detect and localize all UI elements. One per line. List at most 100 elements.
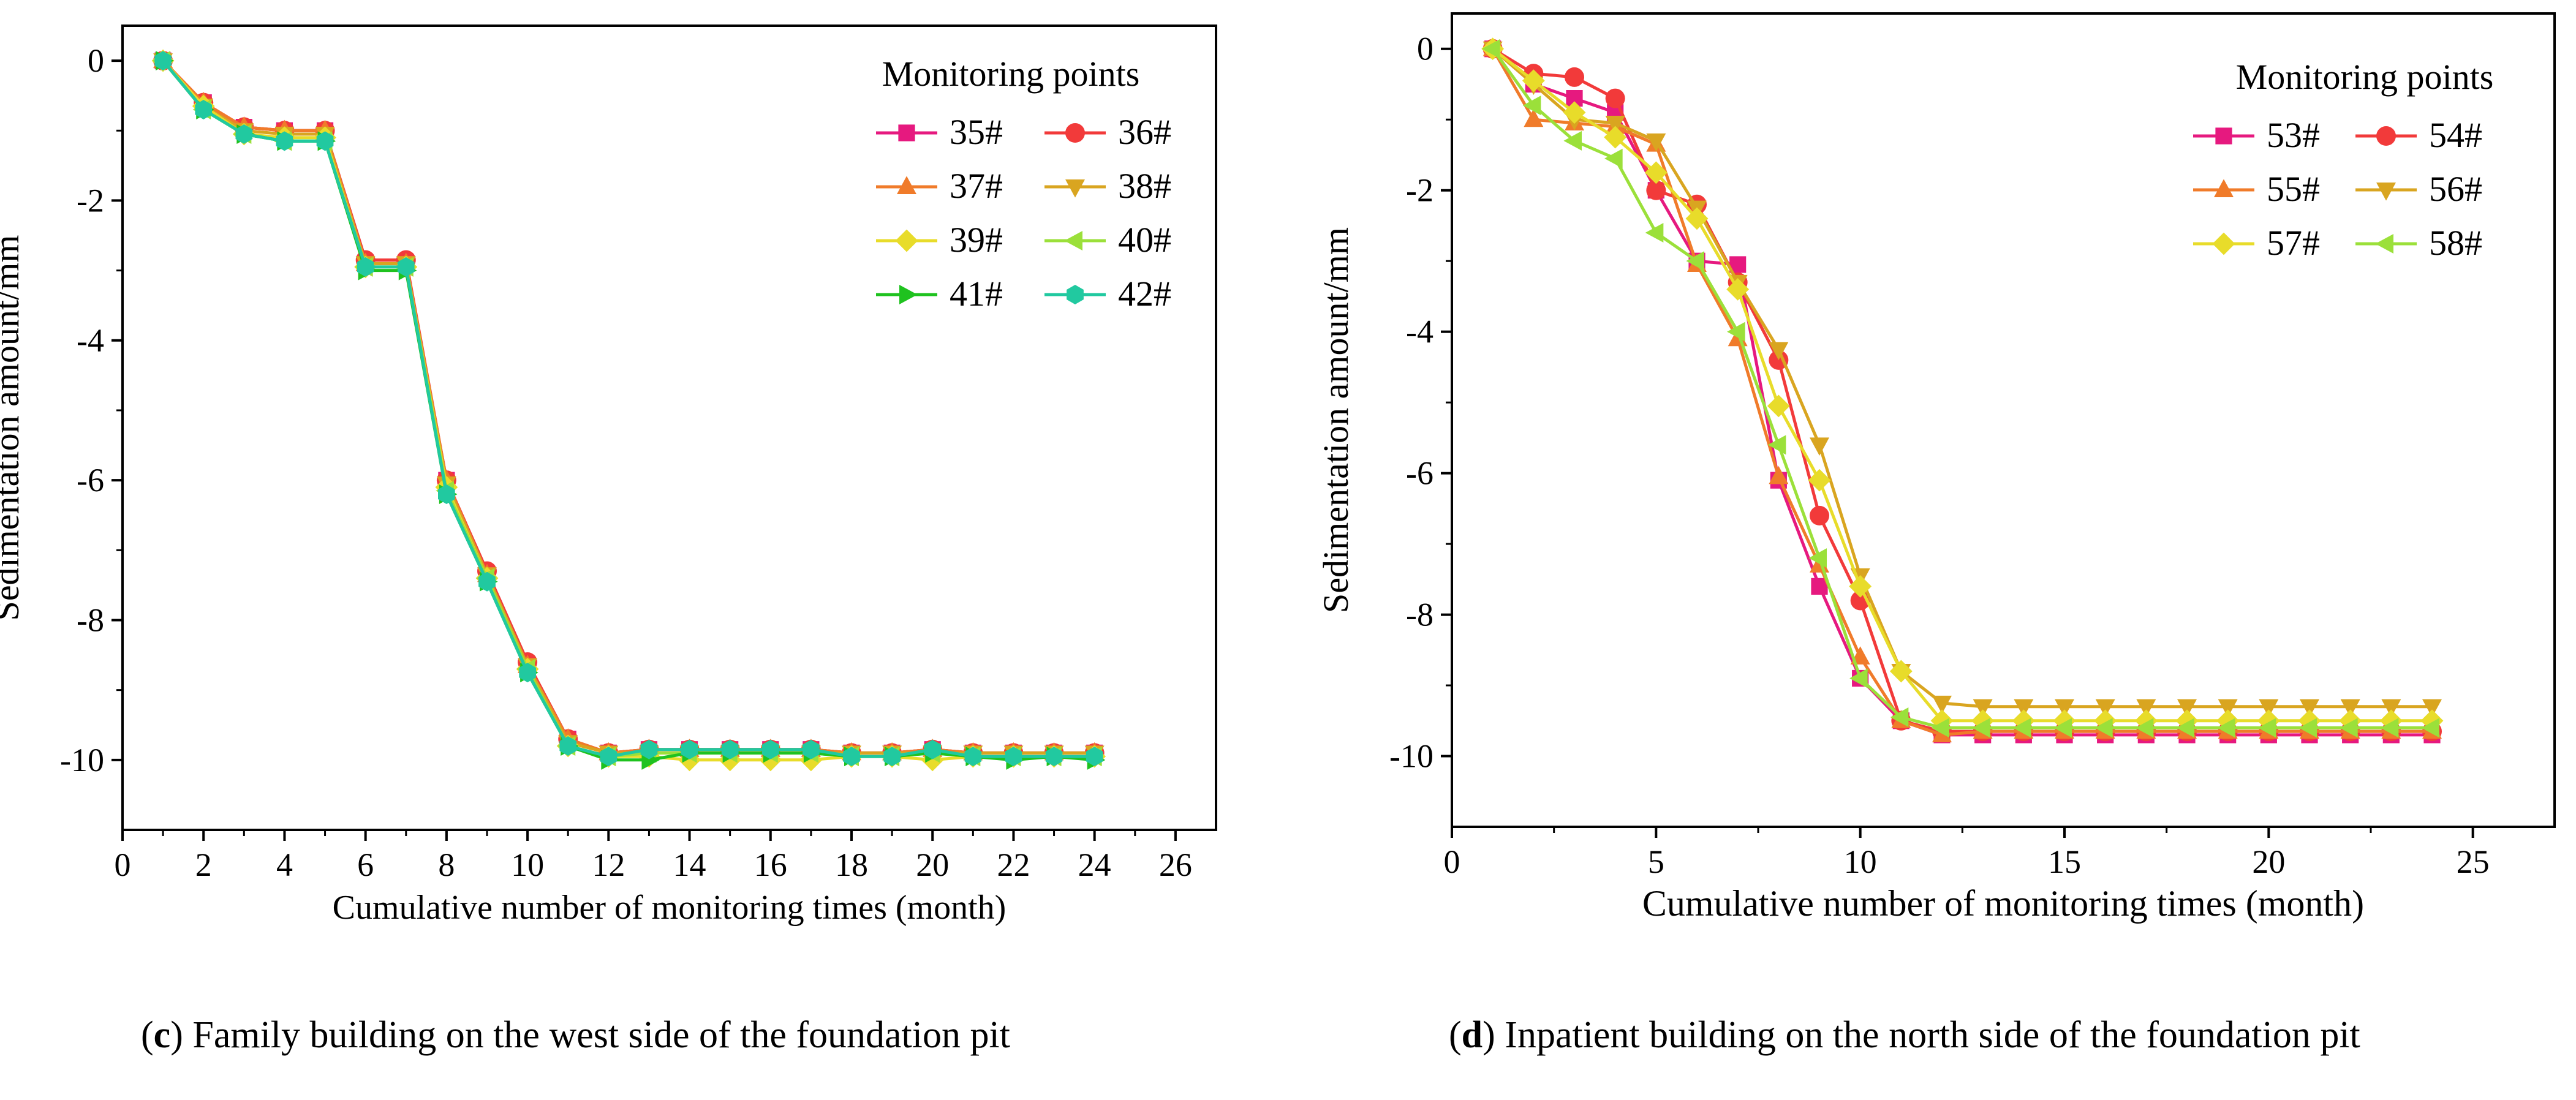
d-x-tick-label: 20 [2252,843,2285,880]
d-data-point [2257,709,2280,733]
c-data-point [924,739,942,759]
c-data-point [964,747,982,767]
d-data-point [1729,256,1747,273]
d-data-point [1971,709,1995,733]
chart-d: 0 5 10 15 20 25 0 -2 -4 -6 -8 -10 Cumulative number … [1316,12,2556,924]
d-x-tick-label: 5 [1648,843,1664,880]
c-legend-label: 37# [950,166,1003,206]
c-y-tick-label: -8 [77,601,104,638]
d-data-point [2298,718,2317,738]
c-legend-item: 36# [1044,112,1171,152]
c-legend-label: 38# [1118,166,1171,206]
d-legend-label: 57# [2267,223,2320,263]
c-data-point [843,747,860,767]
d-data-point [1604,126,1627,149]
c-legend-title: Monitoring points [882,54,1140,94]
c-legend-marker [1067,285,1084,304]
d-data-point [2381,699,2401,718]
d-data-point [2340,699,2360,718]
c-plot-frame [121,24,1217,831]
d-data-point [1604,148,1623,168]
c-legend-item: 40# [1044,220,1171,260]
caption-c-text: Family building on the west side of the … [192,1014,1010,1056]
c-legend-item: 41# [876,274,1003,314]
c-y-tick-label: -4 [77,322,104,359]
c-data-point [681,739,698,759]
d-data-point [2095,699,2115,718]
c-legend-marker [1064,231,1082,251]
c-data-point [721,739,739,759]
d-data-point [1563,101,1586,124]
c-x-tick-label: 0 [115,846,131,883]
d-data-point [1482,39,1500,59]
d-data-point [2135,718,2154,738]
d-data-point [2175,709,2199,733]
c-legend-item: 37# [876,166,1003,206]
c-data-point [761,739,779,759]
c-x-tick-label: 18 [835,846,868,883]
c-x-tick-label: 20 [916,846,949,883]
d-data-point [1605,115,1625,134]
c-legend-marker [897,176,916,194]
c-data-point [357,257,374,277]
d-data-point [2012,718,2031,738]
c-x-tick-label: 24 [1078,846,1111,883]
d-data-point [2053,718,2072,738]
c-x-tick-label: 26 [1159,846,1192,883]
c-data-point [559,736,577,756]
d-data-point [1849,668,1868,688]
d-legend-label: 58# [2429,223,2482,263]
c-x-axis-label: Cumulative number of monitoring times (m… [333,889,1007,927]
c-y-tick-label: -10 [60,742,104,778]
d-data-point [1686,251,1704,271]
c-data-point [678,748,701,772]
c-x-tick-label: 12 [592,846,625,883]
d-legend-marker [2214,179,2234,197]
c-series-37# [153,50,1105,761]
d-data-point [2380,718,2399,738]
d-data-point [1767,435,1786,455]
d-legend-item: 58# [2355,223,2482,263]
d-legend-marker [2215,127,2232,145]
d-data-point [1685,207,1709,230]
d-x-tick-label: 25 [2457,843,2490,880]
d-data-point [1890,707,1909,728]
d-data-point [1932,695,1952,714]
d-y-axis-label: Sedimentation amount/mm [1316,227,1356,613]
c-data-point [1005,747,1022,767]
c-y-tick-label: -2 [77,182,104,219]
c-series-41# [156,51,1106,770]
c-data-point [803,739,820,759]
c-x-tick-label: 6 [357,846,374,883]
d-legend-label: 53# [2267,115,2320,155]
c-data-point [438,484,455,504]
d-y-tick-label: -10 [1389,738,1433,775]
c-y-axis-label: Sedimentation amount/mm [0,235,26,621]
d-data-point [1565,67,1584,87]
c-x-tick-label: 2 [195,846,212,883]
d-y-tick-label: -8 [1406,597,1433,633]
d-data-point [1522,96,1541,116]
d-data-point [2218,699,2238,718]
c-series-38# [153,53,1105,764]
c-x-tick-label: 14 [673,846,706,883]
d-legend-label: 55# [2267,169,2320,209]
c-data-point [478,571,496,592]
c-data-point [600,747,618,767]
d-data-point [1973,699,1993,718]
d-data-point [1811,578,1828,595]
d-data-point [1810,437,1829,456]
c-legend-item: 38# [1044,166,1171,206]
d-data-point [1931,718,1949,738]
c-data-point [883,747,901,767]
d-data-point [2094,718,2113,738]
c-series-line [162,59,1095,755]
c-legend: Monitoring points 35# 36# 37# 38# 39# 40# 41# 42… [876,54,1171,314]
c-series-line [162,59,1095,758]
d-data-point [2421,718,2439,738]
c-y-tick-label: 0 [88,42,104,79]
d-data-point [2176,718,2194,738]
d-data-point [2177,699,2197,718]
c-series-36# [153,51,1105,763]
d-data-point [2053,709,2076,733]
